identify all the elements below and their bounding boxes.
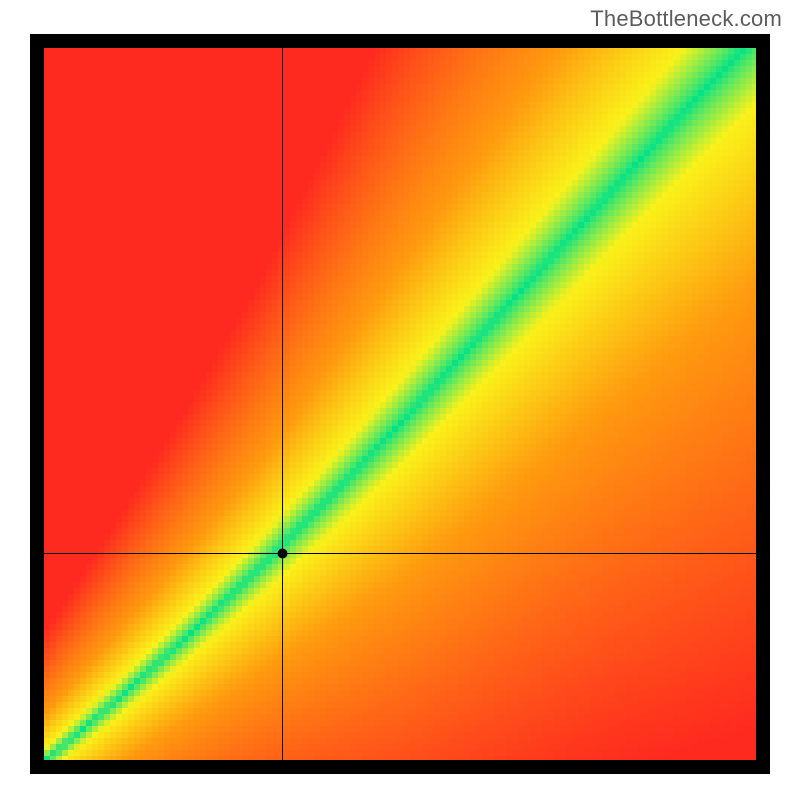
attribution-text: TheBottleneck.com bbox=[590, 6, 782, 32]
plot-frame bbox=[30, 34, 770, 774]
bottleneck-heatmap bbox=[44, 48, 756, 760]
chart-wrapper: TheBottleneck.com bbox=[0, 0, 800, 800]
marker-dot bbox=[278, 549, 288, 559]
heatmap-cells bbox=[44, 48, 756, 760]
